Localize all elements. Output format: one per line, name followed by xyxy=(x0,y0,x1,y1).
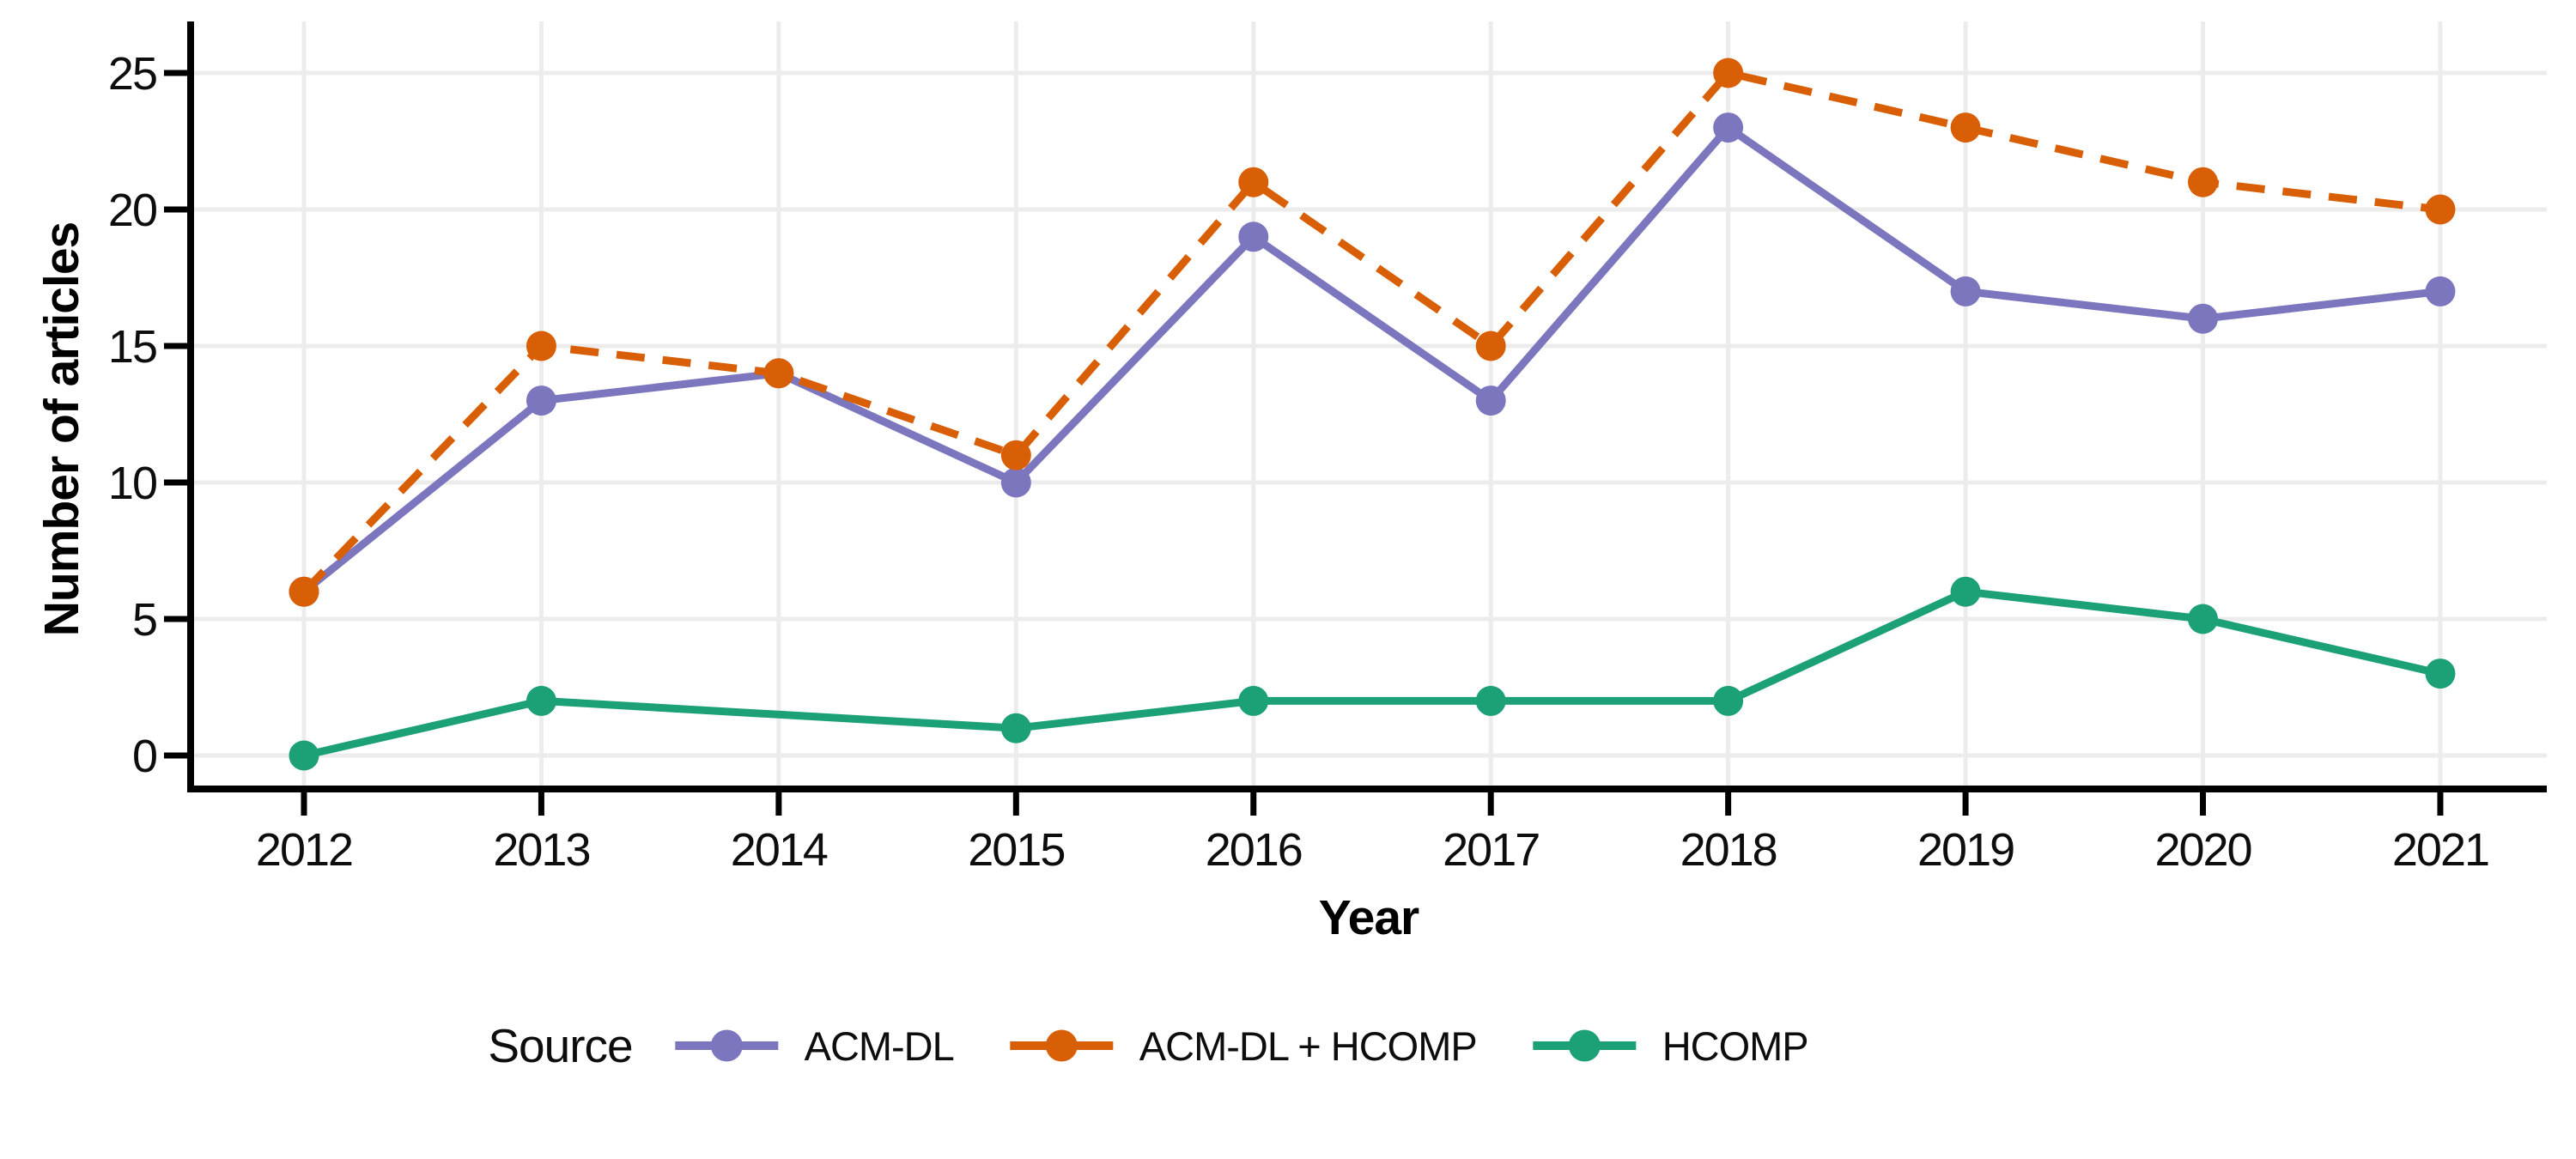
series-acm-dl xyxy=(289,112,2456,607)
y-tick-label: 20 xyxy=(108,185,156,236)
data-point xyxy=(1950,112,1981,143)
x-tick-label: 2012 xyxy=(256,824,352,876)
data-point xyxy=(526,685,556,716)
data-point xyxy=(526,331,556,361)
data-point xyxy=(289,740,319,771)
gridlines xyxy=(191,21,2547,786)
data-point xyxy=(2188,303,2219,334)
data-point xyxy=(2188,604,2219,634)
x-tick-label: 2015 xyxy=(968,824,1064,876)
data-point xyxy=(1950,276,1981,306)
data-point xyxy=(2425,194,2456,225)
y-tick-label: 5 xyxy=(132,594,156,646)
data-point xyxy=(1238,167,1269,197)
legend-key-icon xyxy=(675,1029,779,1062)
data-point xyxy=(1713,58,1744,88)
data-point xyxy=(1950,576,1981,607)
legend-key-icon xyxy=(1533,1029,1637,1062)
legend-items: ACM-DL ACM-DL + HCOMP HCOMP xyxy=(672,1022,1809,1070)
legend: Source ACM-DL ACM-DL + HCOMP HCOMP xyxy=(488,1018,1809,1073)
data-point xyxy=(1713,112,1744,143)
x-tick-label: 2016 xyxy=(1206,824,1302,876)
legend-item: ACM-DL xyxy=(672,1022,955,1070)
data-point xyxy=(526,385,556,416)
legend-key-icon xyxy=(1010,1029,1114,1062)
data-point xyxy=(2425,276,2456,306)
x-tick-label: 2014 xyxy=(731,824,828,876)
series-hcomp xyxy=(289,576,2456,771)
line-chart: 0 5 10 15 20 25 2012 2013 2014 2015 2016 2017 2018 20… xyxy=(108,21,2547,876)
legend-item: ACM-DL + HCOMP xyxy=(1007,1022,1478,1070)
data-point xyxy=(763,358,794,389)
x-tick-label: 2013 xyxy=(493,824,589,876)
series-line xyxy=(302,587,2441,760)
data-point xyxy=(1238,685,1269,716)
series-acm-dl-hcomp xyxy=(289,58,2456,607)
data-point xyxy=(1000,713,1031,743)
y-tick-label: 10 xyxy=(108,458,156,509)
y-tick-label: 25 xyxy=(108,48,156,100)
data-point xyxy=(1475,331,1506,361)
data-point xyxy=(1475,685,1506,716)
axes: 0 5 10 15 20 25 2012 2013 2014 2015 2016 2017 2018 20… xyxy=(108,21,2547,876)
data-point xyxy=(289,576,319,607)
data-point xyxy=(1000,440,1031,470)
x-tick-label: 2017 xyxy=(1443,824,1539,876)
y-tick-label: 15 xyxy=(108,321,156,373)
data-point xyxy=(1713,685,1744,716)
legend-item-label: ACM-DL + HCOMP xyxy=(1139,1022,1478,1069)
x-tick-label: 2018 xyxy=(1680,824,1777,876)
data-point xyxy=(1475,385,1506,416)
legend-item-label: ACM-DL xyxy=(804,1022,955,1069)
x-tick-label: 2020 xyxy=(2154,824,2251,876)
y-tick-label: 0 xyxy=(132,731,156,782)
x-tick-label: 2019 xyxy=(1917,824,2014,876)
x-axis-title: Year xyxy=(1318,890,1419,945)
legend-item: HCOMP xyxy=(1530,1022,1809,1070)
legend-item-label: HCOMP xyxy=(1662,1022,1809,1069)
series-line xyxy=(301,69,2441,595)
data-point xyxy=(1000,467,1031,498)
data-point xyxy=(1238,221,1269,252)
data-point xyxy=(2425,658,2456,689)
data-point xyxy=(2188,167,2219,197)
legend-title: Source xyxy=(488,1019,633,1072)
series-line xyxy=(301,124,2441,595)
x-tick-label: 2021 xyxy=(2392,824,2488,876)
y-axis-title: Number of articles xyxy=(34,221,89,637)
